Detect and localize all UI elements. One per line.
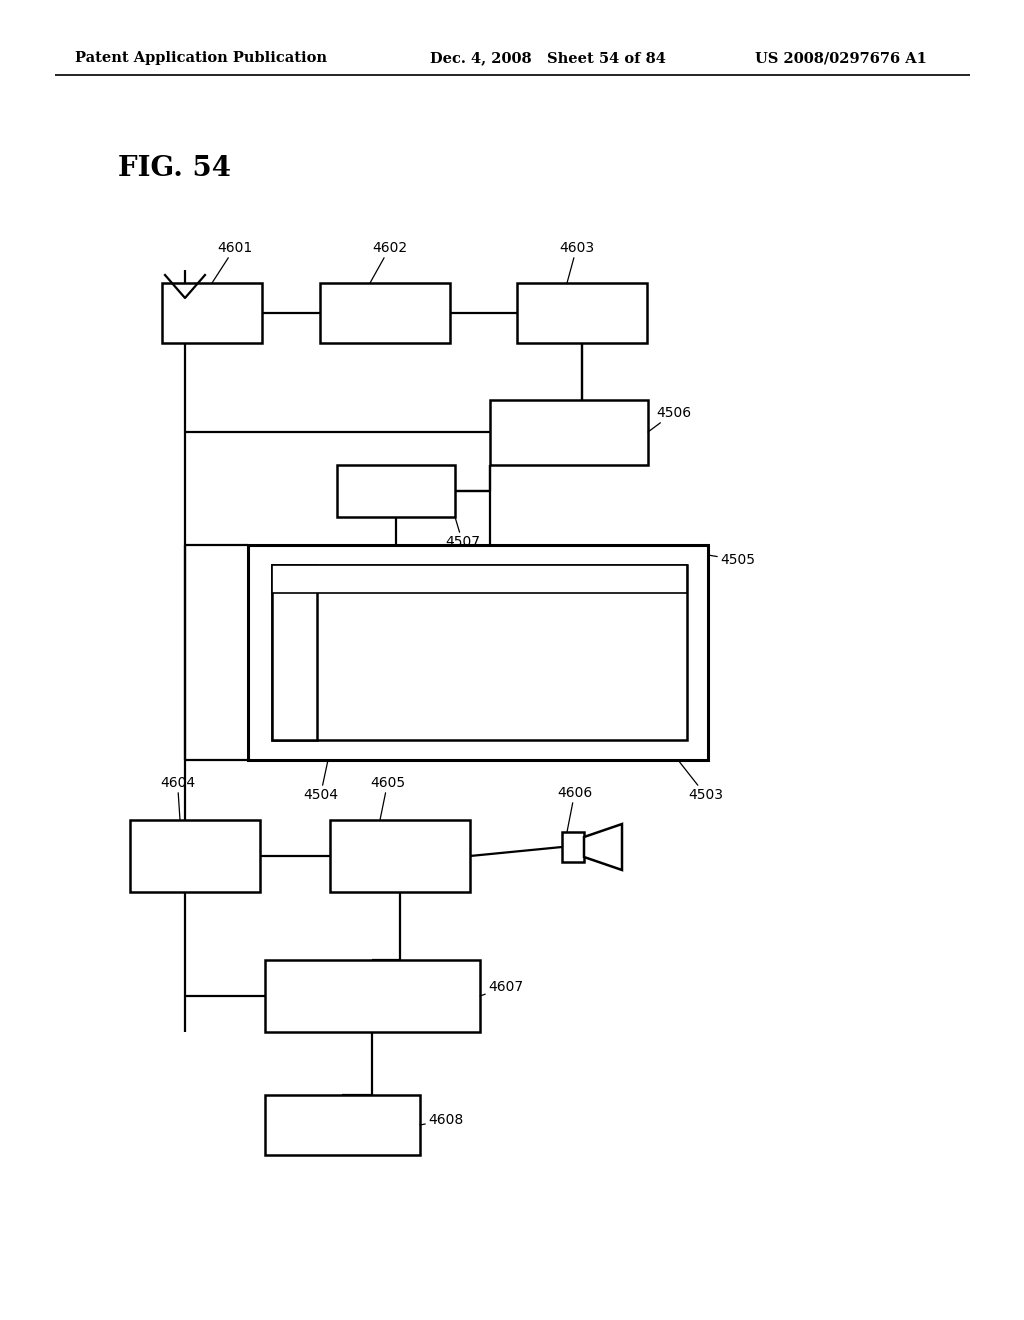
Text: 4601: 4601 <box>212 242 252 282</box>
Text: 4602: 4602 <box>370 242 408 282</box>
Bar <box>248 545 708 760</box>
Text: 4507: 4507 <box>445 517 480 549</box>
Bar <box>272 565 687 741</box>
Bar <box>272 565 687 593</box>
Text: 4503: 4503 <box>678 760 723 803</box>
Text: 4608: 4608 <box>420 1113 463 1127</box>
Bar <box>562 832 584 862</box>
Text: Dec. 4, 2008   Sheet 54 of 84: Dec. 4, 2008 Sheet 54 of 84 <box>430 51 666 65</box>
Bar <box>319 282 450 343</box>
Bar <box>330 820 470 892</box>
Text: Patent Application Publication: Patent Application Publication <box>75 51 327 65</box>
Bar <box>272 565 317 741</box>
Text: 4603: 4603 <box>559 242 594 282</box>
Text: 4605: 4605 <box>370 776 406 820</box>
Bar <box>162 282 262 343</box>
Bar <box>265 960 480 1032</box>
Bar <box>337 465 455 517</box>
Text: 4607: 4607 <box>480 979 523 997</box>
Bar <box>517 282 647 343</box>
Bar <box>265 1096 420 1155</box>
Text: US 2008/0297676 A1: US 2008/0297676 A1 <box>755 51 927 65</box>
Bar <box>130 820 260 892</box>
Text: 4506: 4506 <box>648 407 691 432</box>
Text: FIG. 54: FIG. 54 <box>118 154 231 182</box>
Text: 4505: 4505 <box>708 553 755 568</box>
Text: 4606: 4606 <box>557 785 592 832</box>
Bar <box>490 400 648 465</box>
Polygon shape <box>584 824 622 870</box>
Text: 4604: 4604 <box>160 776 196 820</box>
Text: 4504: 4504 <box>303 760 338 803</box>
